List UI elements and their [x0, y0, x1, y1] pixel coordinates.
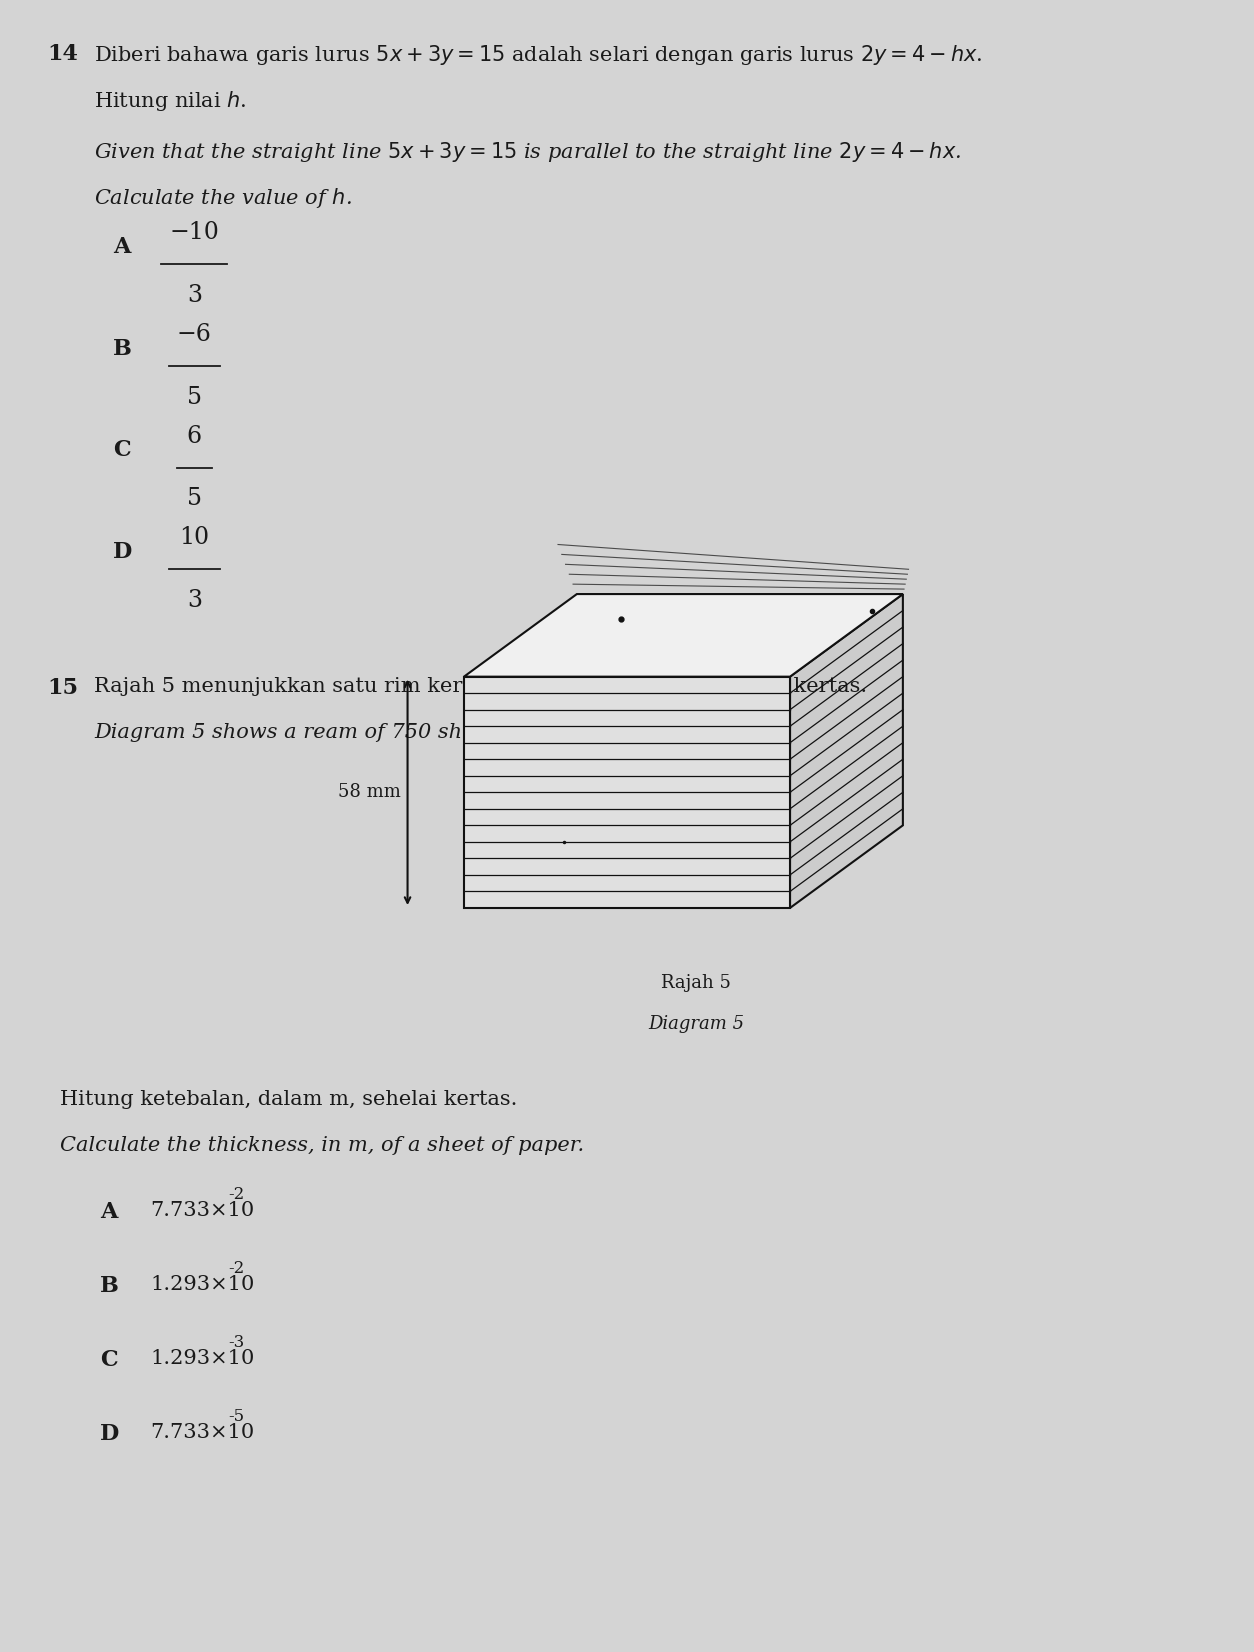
Text: 7.733×10: 7.733×10 [150, 1201, 255, 1219]
Polygon shape [464, 677, 790, 909]
Text: -2: -2 [228, 1186, 245, 1203]
Polygon shape [790, 595, 903, 909]
Text: 6: 6 [187, 425, 202, 448]
Text: −6: −6 [177, 322, 212, 345]
Text: B: B [113, 337, 132, 360]
Text: C: C [100, 1348, 118, 1371]
Text: Hitung ketebalan, dalam m, sehelai kertas.: Hitung ketebalan, dalam m, sehelai kerta… [60, 1090, 518, 1108]
Text: Rajah 5 menunjukkan satu rim kertas yang mempunyai 750 helai kertas.: Rajah 5 menunjukkan satu rim kertas yang… [94, 677, 868, 695]
Text: 3: 3 [187, 590, 202, 613]
Text: 14: 14 [48, 43, 79, 64]
Text: D: D [100, 1422, 119, 1446]
Text: Diagram 5: Diagram 5 [648, 1016, 744, 1032]
Text: 5: 5 [187, 487, 202, 510]
Text: 15: 15 [48, 677, 79, 699]
Text: Rajah 5: Rajah 5 [661, 975, 731, 991]
Text: A: A [113, 236, 130, 258]
Text: Calculate the value of $h$.: Calculate the value of $h$. [94, 187, 352, 210]
Text: Given that the straight line $5x+3y=15$ is parallel to the straight line $2y=4-h: Given that the straight line $5x+3y=15$ … [94, 140, 962, 164]
Text: A: A [100, 1201, 118, 1222]
Text: Diagram 5 shows a ream of 750 sheets of paper.: Diagram 5 shows a ream of 750 sheets of … [94, 724, 606, 742]
Text: Calculate the thickness, in m, of a sheet of paper.: Calculate the thickness, in m, of a shee… [60, 1137, 584, 1155]
Text: −10: −10 [169, 221, 219, 244]
Text: 1.293×10: 1.293×10 [150, 1348, 255, 1368]
Text: Hitung nilai $h$.: Hitung nilai $h$. [94, 89, 247, 114]
Text: 3: 3 [187, 284, 202, 307]
Text: C: C [113, 439, 130, 461]
Polygon shape [464, 595, 903, 677]
Text: 7.733×10: 7.733×10 [150, 1422, 255, 1442]
Text: B: B [100, 1275, 119, 1297]
Text: D: D [113, 542, 132, 563]
Text: -3: -3 [228, 1333, 245, 1351]
Text: Diberi bahawa garis lurus $5x+3y=15$ adalah selari dengan garis lurus $2y=4-hx$.: Diberi bahawa garis lurus $5x+3y=15$ ada… [94, 43, 983, 68]
Text: -2: -2 [228, 1260, 245, 1277]
Text: 10: 10 [179, 527, 209, 550]
Text: 5: 5 [187, 385, 202, 408]
Text: 58 mm: 58 mm [339, 783, 401, 801]
Text: -5: -5 [228, 1408, 245, 1424]
Text: 1.293×10: 1.293×10 [150, 1275, 255, 1294]
